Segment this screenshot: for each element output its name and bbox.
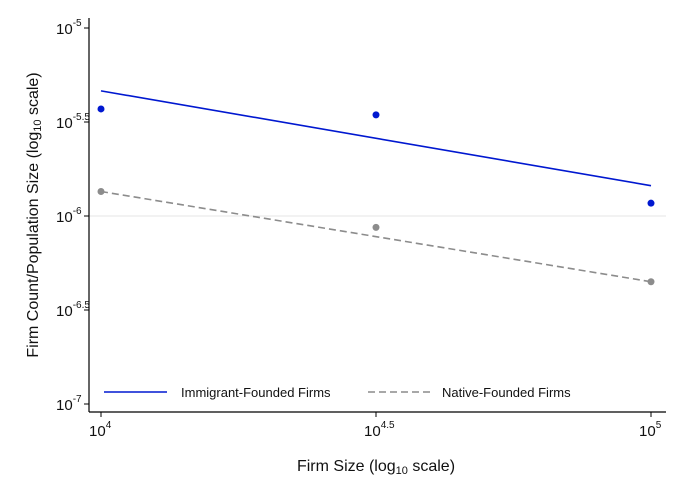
native-point-2: [647, 278, 655, 286]
native-point-1: [372, 223, 380, 231]
legend: Immigrant-Founded Firms Native-Founded Fi…: [104, 385, 571, 400]
immigrant-point-2: [647, 199, 655, 207]
y-tick-label-4: 10-7: [56, 394, 82, 414]
legend-label-native: Native-Founded Firms: [442, 385, 571, 400]
legend-label-immigrant: Immigrant-Founded Firms: [181, 385, 331, 400]
axes: [88, 18, 666, 413]
y-tick-label-2: 10-6: [56, 206, 82, 226]
tick-marks: 10-5 10-5.5 10-6 10-6.5 10-7 104 104.5 105: [56, 18, 662, 440]
native-fit-line: [100, 190, 652, 283]
native-point-0: [97, 187, 105, 195]
x-axis-title: Firm Size (log10 scale): [297, 458, 455, 477]
y-tick-label-0: 10-5: [56, 18, 82, 38]
immigrant-point-0: [97, 105, 105, 113]
y-tick-label-1: 10-5.5: [56, 112, 90, 132]
x-tick-label-1: 104.5: [364, 420, 395, 440]
immigrant-point-1: [372, 111, 380, 119]
data-points: [97, 105, 655, 286]
immigrant-fit-line: [100, 90, 652, 187]
y-axis-title: Firm Count/Population Size (log10 scale): [25, 72, 44, 357]
fit-lines: [100, 90, 652, 283]
x-tick-label-2: 105: [639, 420, 662, 440]
x-tick-label-0: 104: [89, 420, 112, 440]
y-tick-label-3: 10-6.5: [56, 300, 90, 320]
